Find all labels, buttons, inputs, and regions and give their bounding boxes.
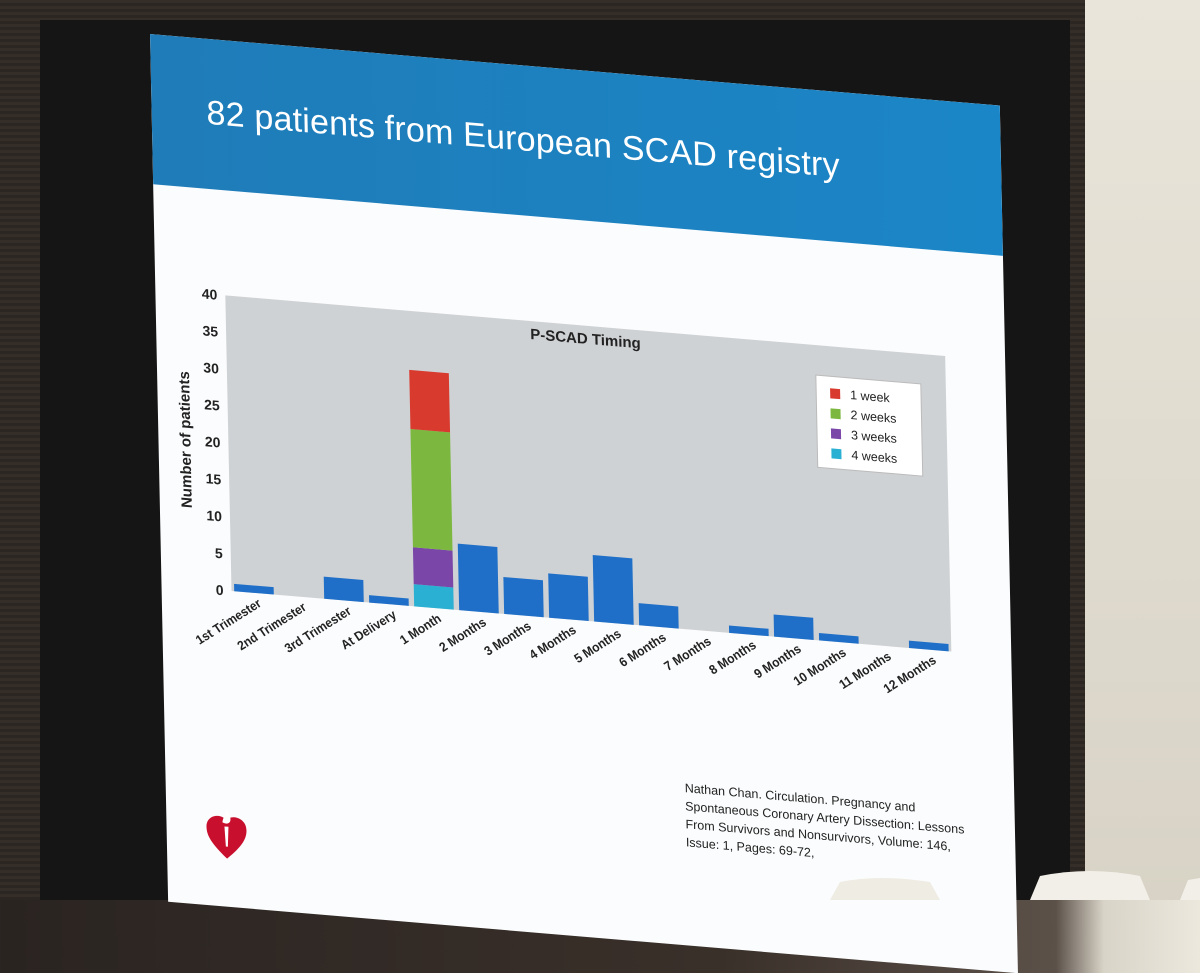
bar [638,603,679,629]
bar [457,543,499,614]
y-tick-label: 15 [205,470,221,487]
chairs [830,871,1200,900]
bar-segment-1-week [409,369,451,433]
slide: 82 patients from European SCAD registry … [150,34,1018,973]
legend-swatch [830,428,842,440]
x-tick-label: 6 Months [616,630,668,670]
bar [908,640,949,652]
bar [818,633,859,644]
legend-label: 3 weeks [851,428,897,446]
bar [369,595,409,606]
x-tick-label: 7 Months [661,634,713,674]
bar-segment-3-weeks [412,547,454,588]
legend-swatch [831,448,842,460]
bar [503,576,544,618]
x-tick-label: 8 Months [706,638,758,678]
heart-torch-logo-icon [206,808,247,859]
y-tick-label: 20 [205,433,221,450]
legend-label: 1 week [850,388,891,405]
wall-right [1085,0,1200,900]
bar [728,625,769,637]
y-tick-label: 10 [206,507,222,524]
legend-label: 4 weeks [851,448,897,466]
chart: P-SCAD Timing 0 5 10 15 20 25 30 35 40 Number of p… [165,280,974,768]
plot-area [225,295,952,652]
y-axis-label: Number of patients [176,370,196,508]
y-tick-label: 0 [216,582,224,599]
y-tick-label: 30 [203,359,219,376]
x-tick-label: 4 Months [526,623,578,663]
y-tick-label: 35 [202,322,218,339]
bar [234,583,274,595]
y-tick-label: 5 [215,545,223,562]
x-tick-label: 2 Months [437,615,489,655]
bar [323,576,364,603]
legend-label: 2 weeks [850,408,896,426]
y-tick-label: 40 [202,285,218,302]
x-tick-label: 5 Months [571,626,623,666]
bar [592,554,634,625]
bar [548,573,589,622]
legend-box [815,374,924,477]
bar [773,614,814,640]
legend-swatch [830,388,841,400]
bar-segment-4-weeks [413,584,454,610]
legend-swatch [830,408,841,420]
bar-segment-2-weeks [410,429,453,551]
y-tick-label: 25 [204,396,220,413]
x-tick-label: 3 Months [481,619,533,659]
